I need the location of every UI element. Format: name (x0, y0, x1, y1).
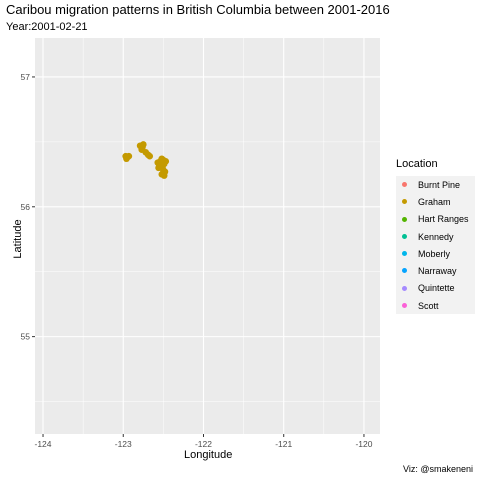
legend-label: Hart Ranges (418, 214, 469, 225)
legend-dot-icon (402, 285, 407, 291)
data-point (146, 152, 154, 160)
data-point (162, 158, 170, 165)
x-axis-label: Longitude (184, 449, 233, 461)
legend-key (396, 227, 413, 246)
legend-dot-icon (402, 199, 407, 205)
legend-dot-icon (402, 303, 407, 309)
legend-key (396, 245, 413, 263)
data-point (158, 171, 166, 178)
legend-key (396, 297, 413, 315)
legend-key (396, 193, 413, 211)
legend-label: Quintette (418, 283, 455, 294)
chart-subtitle: Year:2001-02-21 (6, 21, 88, 33)
y-tick-label: 56 (21, 202, 31, 212)
legend-dot-icon (402, 182, 407, 187)
legend-dot-icon (402, 233, 407, 239)
data-point (155, 164, 162, 172)
x-tick-label: -124 (35, 439, 52, 449)
legend-key (396, 279, 413, 298)
legend-item: Quintette (396, 279, 475, 298)
chart-title: Caribou migration patterns in British Co… (6, 2, 390, 17)
legend-item: Kennedy (396, 227, 475, 246)
legend-item: Graham (396, 193, 475, 211)
y-tick-label: 55 (21, 332, 31, 342)
data-point (123, 155, 130, 163)
legend-item: Moberly (396, 245, 475, 263)
legend-label: Narraway (418, 266, 457, 277)
legend-label: Graham (418, 196, 451, 207)
legend-label: Burnt Pine (418, 179, 461, 190)
legend-item: Narraway (396, 262, 475, 280)
y-axis-label: Latitude (12, 219, 24, 259)
data-point (140, 141, 147, 148)
legend-key (396, 176, 413, 194)
x-tick-label: -123 (115, 439, 132, 449)
legend-item: Scott (396, 297, 475, 315)
legend-label: Moberly (418, 248, 451, 259)
legend-key (396, 262, 413, 280)
x-tick-label: -120 (355, 439, 372, 449)
plot-panel (35, 38, 380, 434)
x-tick-label: -122 (195, 439, 212, 449)
y-tick-label: 57 (21, 72, 31, 82)
x-tick-label: -121 (275, 439, 292, 449)
caption: Viz: @smakeneni (402, 464, 473, 474)
legend-items: Burnt Pine Graham Hart Ranges Kennedy Moberl… (396, 176, 475, 315)
legend-label: Kennedy (418, 231, 454, 242)
legend-item: Hart Ranges (396, 210, 475, 228)
legend-dot-icon (402, 251, 407, 257)
legend-dot-icon (402, 216, 407, 222)
legend-dot-icon (402, 268, 407, 274)
legend: Location Burnt Pine Graham Hart Ranges Kenn… (396, 158, 475, 319)
legend-key (396, 210, 413, 228)
legend-title: Location (396, 158, 438, 170)
legend-label: Scott (418, 300, 439, 311)
legend-item: Burnt Pine (396, 176, 475, 194)
